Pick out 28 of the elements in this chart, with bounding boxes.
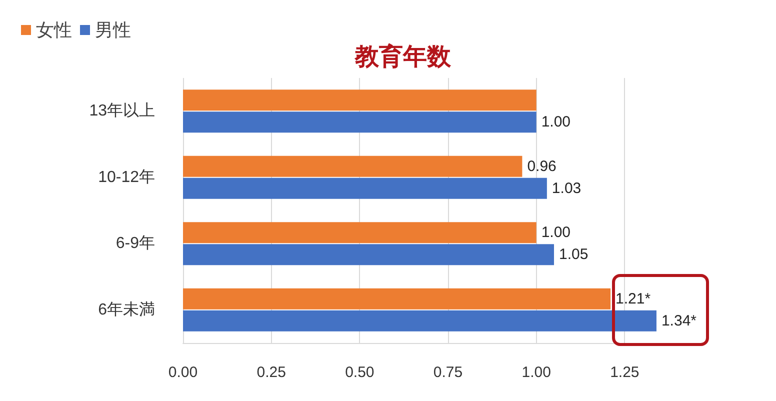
data-label: 1.05 (559, 246, 588, 264)
bar (183, 156, 522, 177)
data-label: 1.21* (616, 290, 651, 308)
y-tick-label: 10-12年 (98, 168, 155, 186)
data-label: 1.03 (552, 180, 582, 197)
bar (183, 178, 547, 199)
data-label: 1.34* (661, 312, 697, 330)
data-label: 1.00 (541, 224, 571, 242)
x-tick-label: 0.50 (345, 364, 374, 381)
chart-title: 教育年数 (354, 42, 452, 70)
legend-label: 女性 (36, 20, 72, 40)
x-tick-label: 0.75 (433, 364, 463, 381)
bar (183, 310, 656, 332)
bar (183, 288, 611, 310)
y-tick-label: 6年未満 (98, 300, 155, 318)
data-label: 1.00 (541, 114, 571, 131)
x-tick-label: 1.25 (610, 364, 640, 381)
x-tick-label: 0.25 (256, 364, 286, 381)
data-label: 0.96 (527, 158, 556, 175)
bar (183, 244, 554, 266)
bar (183, 222, 536, 244)
bar (183, 112, 536, 133)
y-tick-label: 6-9年 (116, 235, 155, 252)
bar (183, 90, 536, 111)
legend-label: 男性 (95, 20, 131, 40)
x-tick-label: 0.00 (168, 364, 198, 381)
y-tick-label: 13年以上 (89, 102, 155, 120)
x-tick-label: 1.00 (522, 364, 551, 381)
